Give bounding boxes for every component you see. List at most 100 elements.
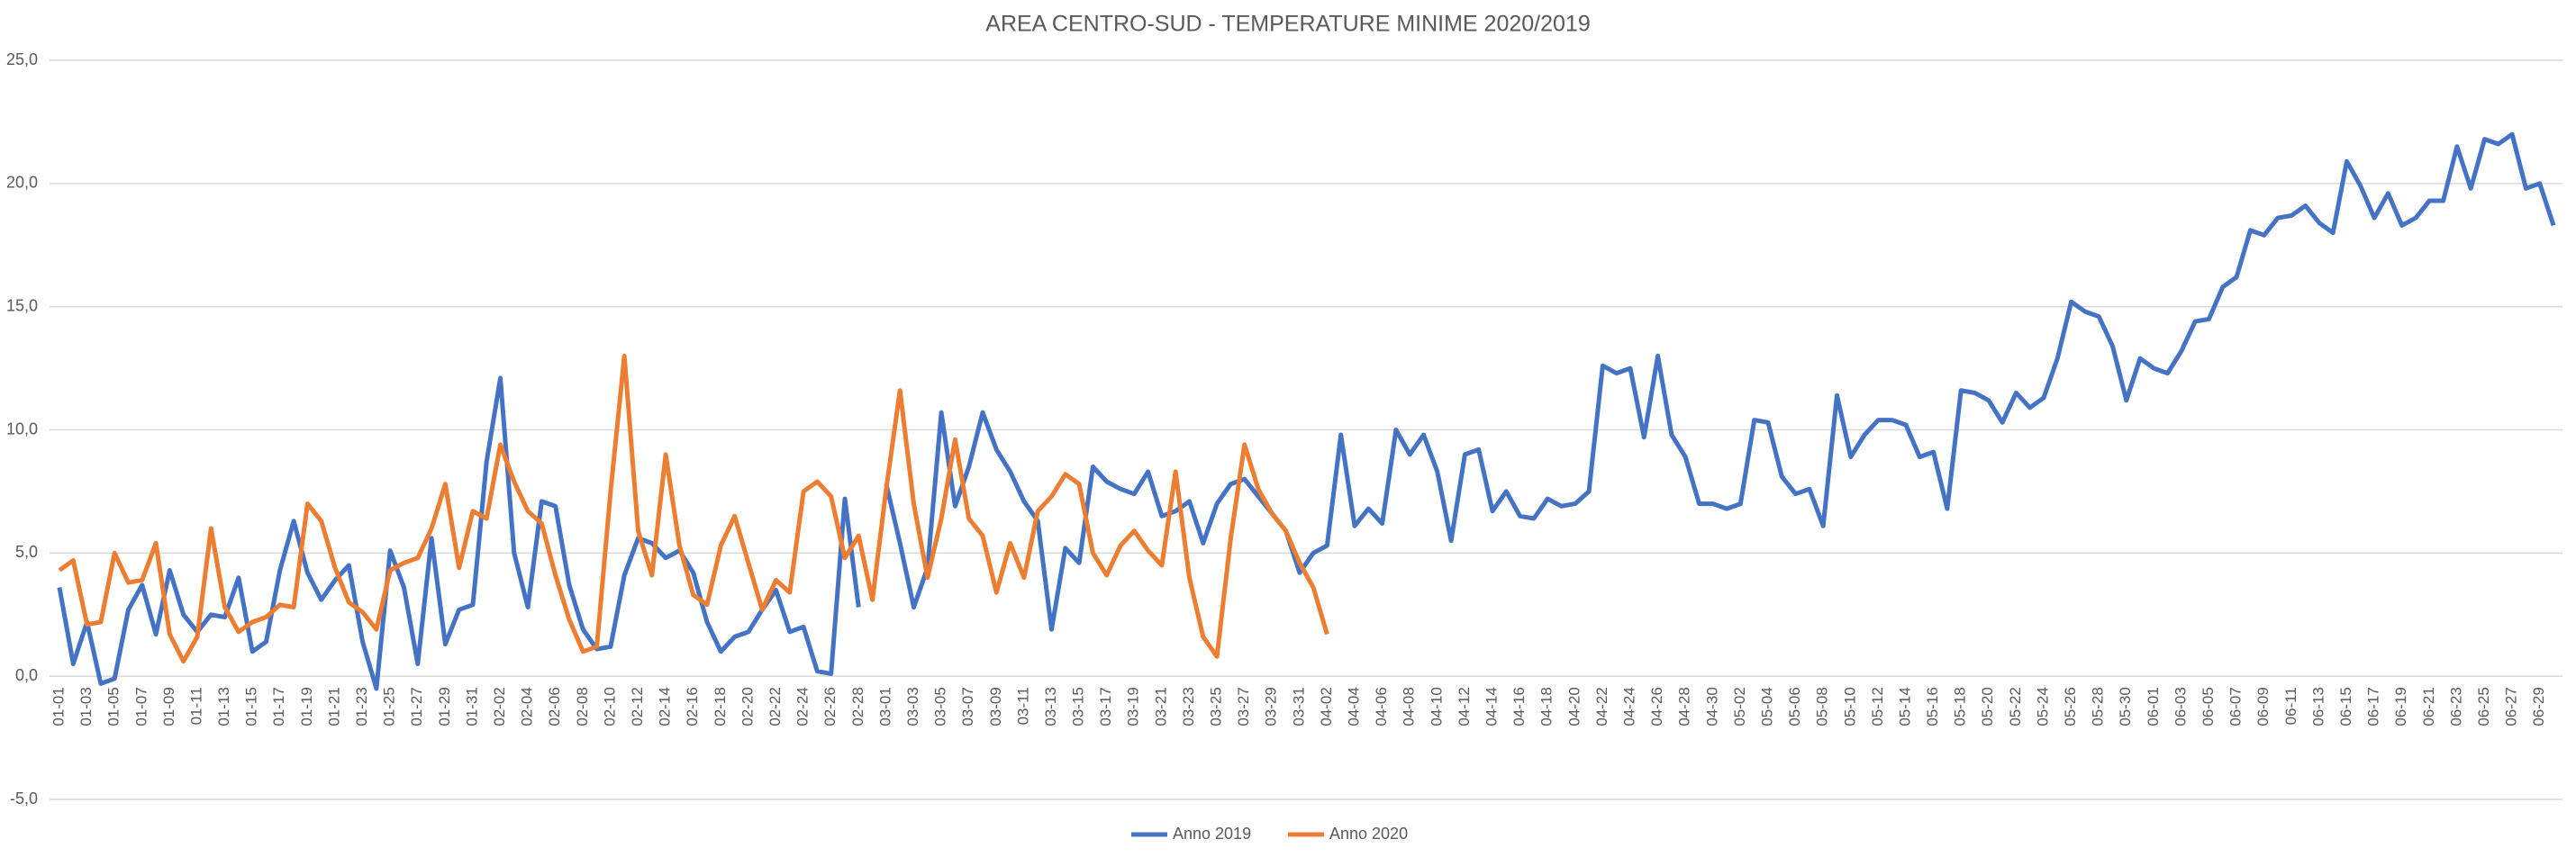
- x-tick-label: 01-09: [160, 687, 177, 726]
- x-tick-label: 05-10: [1841, 687, 1858, 726]
- x-tick-label: 01-17: [270, 687, 287, 726]
- x-tick-label: 02-14: [657, 687, 674, 726]
- y-tick-label: 20,0: [6, 174, 38, 192]
- x-tick-label: 01-31: [463, 687, 480, 726]
- x-tick-label: 04-10: [1428, 687, 1445, 726]
- series-line: [58, 353, 1329, 664]
- y-tick-label: -5,0: [10, 789, 38, 807]
- x-tick-label: 05-08: [1814, 687, 1831, 726]
- x-tick-label: 06-23: [2447, 687, 2464, 726]
- x-tick-label: 06-25: [2475, 687, 2492, 726]
- x-tick-label: 01-27: [408, 687, 425, 726]
- x-tick-label: 05-12: [1869, 687, 1886, 726]
- chart-title: AREA CENTRO-SUD - TEMPERATURE MINIME 202…: [985, 12, 1590, 37]
- y-tick-label: 25,0: [6, 50, 38, 68]
- x-tick-label: 02-04: [519, 687, 536, 726]
- x-tick-label: 02-16: [684, 687, 701, 726]
- x-tick-label: 02-18: [712, 687, 729, 726]
- x-tick-label: 06-07: [2227, 687, 2245, 726]
- x-tick-label: 02-02: [491, 687, 508, 726]
- x-tick-label: 05-04: [1758, 687, 1775, 726]
- x-tick-label: 02-24: [794, 687, 812, 726]
- x-tick-label: 04-12: [1456, 687, 1473, 726]
- x-tick-label: 02-12: [629, 687, 646, 726]
- legend-label: Anno 2020: [1329, 825, 1408, 843]
- x-tick-label: 03-15: [1070, 687, 1087, 726]
- x-tick-label: 02-22: [766, 687, 784, 726]
- x-tick-label: 01-01: [50, 687, 67, 726]
- x-tick-label: 01-15: [243, 687, 260, 726]
- y-tick-label: 0,0: [15, 666, 38, 684]
- x-tick-label: 05-26: [2062, 687, 2079, 726]
- x-tick-label: 05-02: [1731, 687, 1748, 726]
- x-tick-label: 05-28: [2090, 687, 2107, 726]
- x-tick-label: 03-23: [1180, 687, 1197, 726]
- x-tick-label: 02-20: [739, 687, 756, 726]
- x-tick-label: 05-20: [1979, 687, 1996, 726]
- x-tick-label: 02-06: [546, 687, 563, 726]
- x-tick-label: 04-14: [1483, 687, 1501, 726]
- x-tick-label: 01-25: [381, 687, 398, 726]
- x-tick-label: 03-27: [1235, 687, 1252, 726]
- x-tick-label: 06-09: [2254, 687, 2272, 726]
- x-tick-label: 04-04: [1346, 687, 1363, 726]
- x-tick-label: 01-07: [132, 687, 150, 726]
- x-tick-label: 06-19: [2392, 687, 2409, 726]
- x-tick-label: 03-05: [932, 687, 949, 726]
- y-tick-label: 5,0: [15, 543, 38, 561]
- x-tick-label: 06-13: [2309, 687, 2327, 726]
- x-tick-label: 03-21: [1152, 687, 1169, 726]
- x-tick-label: 01-23: [353, 687, 370, 726]
- x-tick-label: 04-22: [1593, 687, 1610, 726]
- x-tick-label: 05-14: [1896, 687, 1913, 726]
- x-tick-label: 02-08: [574, 687, 591, 726]
- x-tick-label: 06-05: [2200, 687, 2217, 726]
- x-tick-label: 04-26: [1648, 687, 1665, 726]
- x-tick-label: 01-21: [325, 687, 342, 726]
- x-tick-label: 01-11: [187, 687, 204, 725]
- x-tick-label: 05-24: [2034, 687, 2051, 726]
- x-tick-label: 05-16: [1924, 687, 1941, 726]
- x-tick-label: 01-05: [105, 687, 122, 726]
- x-tick-label: 01-29: [436, 687, 453, 726]
- x-tick-label: 04-30: [1703, 687, 1720, 726]
- x-tick-label: 06-01: [2145, 687, 2162, 726]
- y-tick-label: 15,0: [6, 296, 38, 314]
- x-tick-label: 04-06: [1373, 687, 1390, 726]
- x-tick-label: 01-19: [298, 687, 315, 726]
- x-tick-label: 03-29: [1263, 687, 1280, 726]
- x-tick-label: 02-28: [849, 687, 866, 726]
- x-tick-label: 06-11: [2282, 687, 2299, 725]
- x-tick-label: 04-28: [1676, 687, 1693, 726]
- x-tick-label: 04-18: [1538, 687, 1556, 726]
- x-tick-label: 06-29: [2530, 687, 2547, 726]
- x-tick-label: 01-03: [77, 687, 95, 726]
- x-tick-label: 03-07: [959, 687, 976, 726]
- x-tick-label: 03-03: [904, 687, 921, 726]
- x-tick-label: 05-22: [2007, 687, 2024, 726]
- x-tick-label: 03-31: [1290, 687, 1307, 726]
- x-tick-label: 06-27: [2503, 687, 2520, 726]
- x-tick-label: 04-24: [1620, 687, 1637, 726]
- x-tick-label: 06-17: [2365, 687, 2382, 726]
- series-line: [57, 131, 2556, 691]
- x-tick-label: 04-08: [1401, 687, 1418, 726]
- x-tick-label: 03-13: [1042, 687, 1059, 726]
- x-tick-label: 03-25: [1208, 687, 1225, 726]
- x-tick-label: 03-09: [987, 687, 1004, 726]
- x-tick-label: 05-06: [1786, 687, 1803, 726]
- x-tick-label: 03-01: [876, 687, 893, 726]
- x-tick-label: 02-26: [821, 687, 839, 726]
- x-tick-label: 01-13: [215, 687, 232, 726]
- x-tick-label: 04-20: [1565, 687, 1583, 726]
- x-tick-label: 03-11: [1014, 687, 1031, 725]
- x-tick-label: 05-18: [1952, 687, 1969, 726]
- x-tick-label: 03-17: [1097, 687, 1114, 726]
- x-tick-label: 04-02: [1318, 687, 1335, 726]
- x-tick-label: 03-19: [1125, 687, 1142, 726]
- x-tick-label: 02-10: [601, 687, 618, 726]
- y-tick-label: 10,0: [6, 419, 38, 438]
- legend-label: Anno 2019: [1173, 825, 1251, 843]
